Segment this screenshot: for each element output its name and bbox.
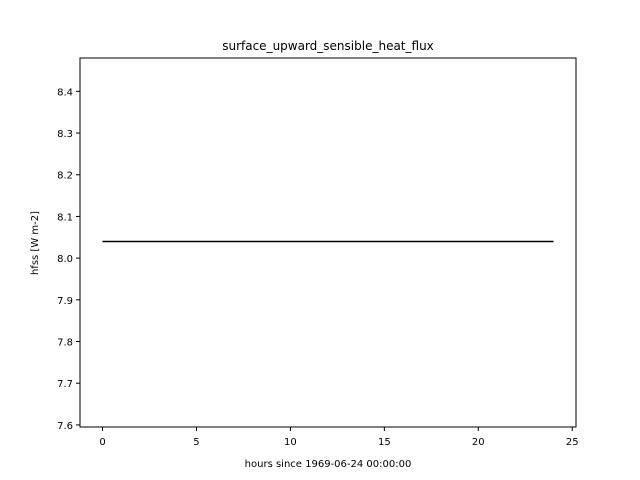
x-axis-label: hours since 1969-06-24 00:00:00 [245,459,412,470]
y-tick-label: 8.2 [57,171,73,182]
y-tick-label: 8.4 [57,87,73,98]
y-tick-label: 7.6 [57,421,73,432]
x-tick-label: 0 [99,437,105,448]
y-tick-label: 8.1 [57,212,73,223]
x-tick-label: 25 [566,437,579,448]
ticks-layer: 0 5 10 15 20 25 7.6 7.7 7.8 7.9 8.0 8.1 8.2 8.3 8.4 [57,87,579,448]
x-tick-label: 20 [472,437,485,448]
y-tick-label: 8.3 [57,129,73,140]
y-axis-label: hfss [W m-2] [30,211,41,275]
y-tick-label: 8.0 [57,254,73,265]
x-tick-label: 15 [378,437,391,448]
x-tick-label: 10 [284,437,297,448]
chart-title: surface_upward_sensible_heat_flux [222,39,434,53]
y-tick-label: 7.9 [57,296,73,307]
x-tick-label: 5 [193,437,199,448]
y-tick-label: 7.8 [57,338,73,349]
plot-frame [79,57,577,428]
y-tick-label: 7.7 [57,379,73,390]
